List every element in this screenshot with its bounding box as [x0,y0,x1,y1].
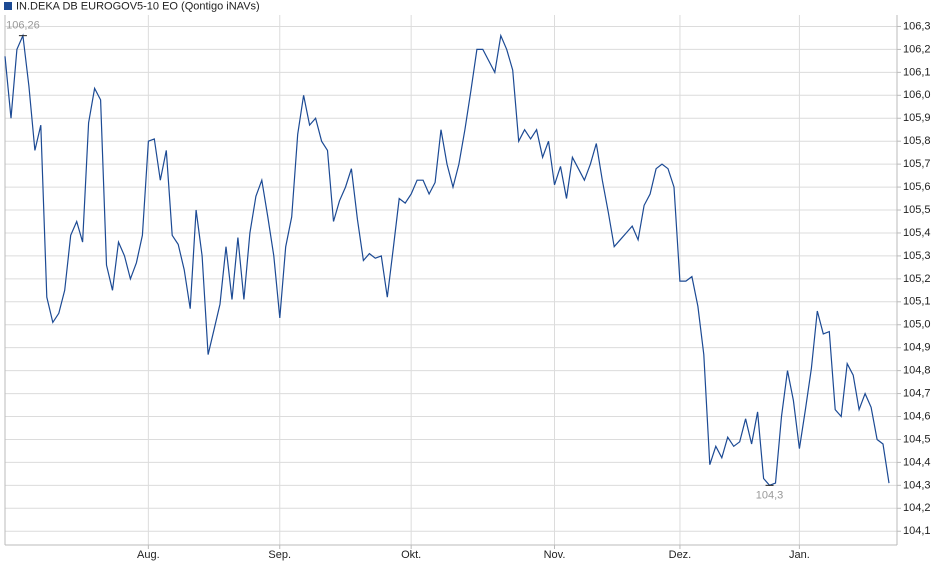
max-label: 106,26 [6,20,40,32]
y-tick-label: 105,8 [903,135,931,147]
y-tick-label: 105,0 [903,319,931,331]
y-tick-label: 104,4 [903,456,931,468]
legend-label: IN.DEKA DB EUROGOV5-10 EO (Qontigo iNAVs… [16,0,260,12]
y-tick-label: 106,3 [903,20,931,32]
x-tick-label: Jan. [789,549,810,561]
y-tick-label: 105,5 [903,204,931,216]
y-tick-label: 105,1 [903,296,931,308]
y-tick-label: 105,6 [903,181,931,193]
y-tick-label: 104,6 [903,410,931,422]
min-label: 104,3 [756,489,784,501]
y-tick-label: 105,2 [903,273,931,285]
x-tick-label: Dez. [669,549,692,561]
line-series [4,33,890,487]
y-tick-label: 105,4 [903,227,931,239]
y-tick-label: 106,2 [903,43,931,55]
y-tick-label: 106,0 [903,89,931,101]
y-tick-label: 105,7 [903,158,931,170]
y-tick-label: 104,8 [903,365,931,377]
legend-swatch [4,2,12,10]
y-tick-label: 105,9 [903,112,931,124]
y-tick-label: 106,1 [903,66,931,78]
x-tick-label: Nov. [544,549,566,561]
y-tick-label: 104,5 [903,433,931,445]
y-tick-label: 104,9 [903,342,931,354]
y-tick-label: 104,3 [903,479,931,491]
x-tick-label: Okt. [401,549,421,561]
x-tick-label: Sep. [268,549,291,561]
y-tick-label: 104,2 [903,502,931,514]
y-tick-label: 105,3 [903,250,931,262]
y-tick-label: 104,7 [903,387,931,399]
x-tick-label: Aug. [137,549,160,561]
y-tick-label: 104,1 [903,525,931,537]
